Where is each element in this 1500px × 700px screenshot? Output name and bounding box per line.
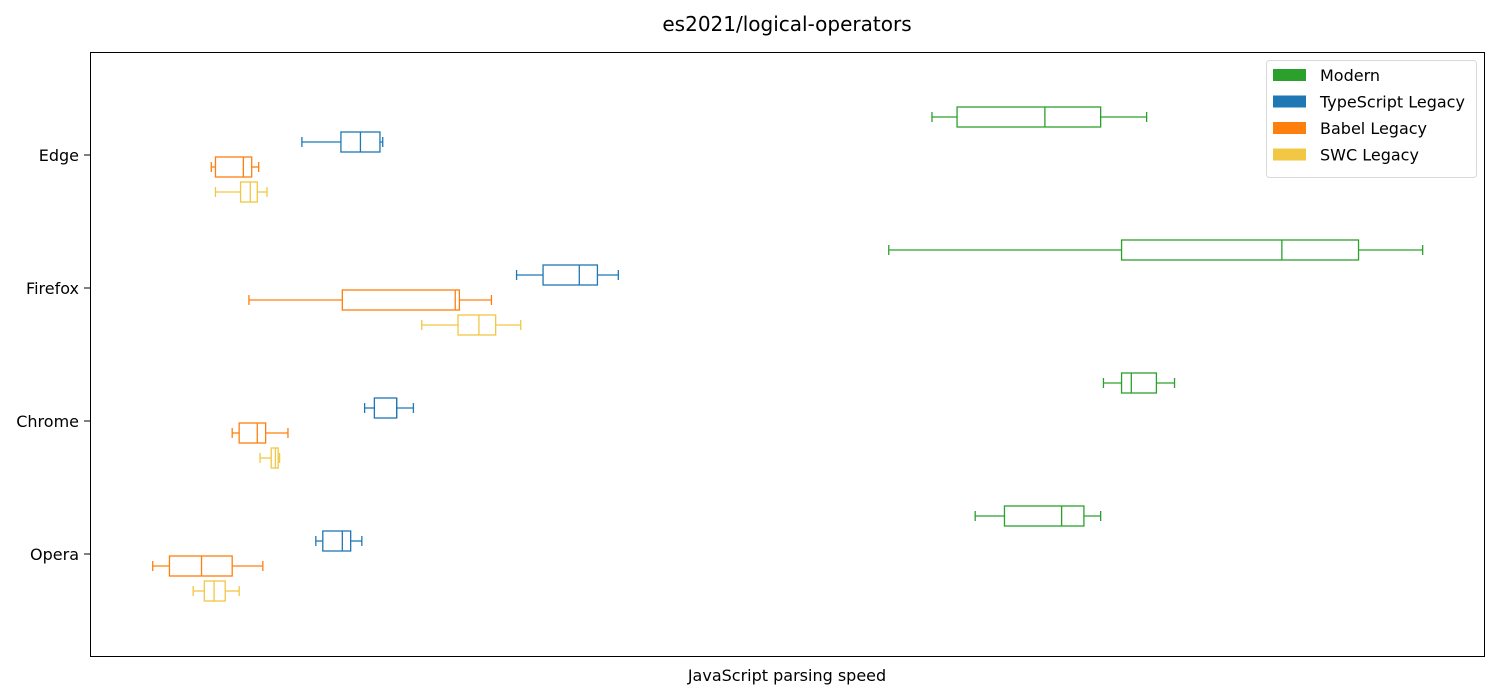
- legend: Modern TypeScript Legacy Babel Legacy SWC L…: [1266, 60, 1477, 178]
- legend-swatch: [1273, 122, 1306, 134]
- box-plot-item: [1102, 372, 1176, 394]
- legend-label: Babel Legacy: [1320, 119, 1427, 138]
- box-plot-item: [231, 422, 289, 444]
- box-plot-item: [248, 289, 493, 311]
- box-plot-item: [363, 397, 415, 419]
- box-plot-item: [515, 264, 619, 286]
- box-plot-item: [315, 530, 363, 552]
- box-iqr: [956, 106, 1102, 128]
- x-axis-label: JavaScript parsing speed: [687, 666, 886, 685]
- box-plot-item: [421, 314, 522, 336]
- box-iqr: [542, 264, 599, 286]
- box-plot-item: [214, 181, 268, 203]
- box-iqr: [1003, 505, 1085, 527]
- series-typescript-legacy: [301, 131, 619, 552]
- y-tick-label: Firefox: [26, 279, 79, 298]
- box-iqr: [203, 580, 226, 602]
- box-iqr: [1120, 372, 1158, 394]
- legend-label: TypeScript Legacy: [1319, 93, 1465, 112]
- chart-title: es2021/logical-operators: [662, 12, 911, 36]
- box-plot-item: [301, 131, 384, 153]
- box-iqr: [270, 447, 279, 469]
- legend-label: SWC Legacy: [1320, 146, 1419, 165]
- box-plot-item: [888, 239, 1424, 261]
- box-plot-item: [931, 106, 1148, 128]
- box-plot-item: [974, 505, 1102, 527]
- y-axis: Edge Firefox Chrome Opera: [16, 146, 90, 564]
- y-tick-label: Chrome: [16, 412, 79, 431]
- box-iqr: [322, 530, 352, 552]
- legend-swatch: [1273, 148, 1306, 161]
- box-plot-item: [192, 580, 240, 602]
- series-babel-legacy: [152, 156, 493, 577]
- box-iqr: [373, 397, 398, 419]
- box-iqr: [1120, 239, 1360, 261]
- box-iqr: [457, 314, 497, 336]
- box-iqr: [168, 555, 233, 577]
- legend-label: Modern: [1320, 66, 1380, 85]
- y-tick-label: Edge: [39, 146, 79, 165]
- box-plot-item: [152, 555, 264, 577]
- legend-swatch: [1273, 95, 1306, 108]
- box-iqr: [214, 156, 253, 178]
- series-swc-legacy: [192, 181, 522, 602]
- box-iqr: [239, 181, 258, 203]
- box-plot-item: [259, 447, 281, 469]
- box-series-group: [152, 106, 1424, 602]
- y-tick-label: Opera: [30, 545, 79, 564]
- legend-swatch: [1273, 69, 1306, 81]
- series-modern: [888, 106, 1424, 527]
- box-iqr: [341, 289, 461, 311]
- legend-frame: [1266, 60, 1477, 178]
- plot-area-frame: [90, 52, 1485, 657]
- box-iqr: [238, 422, 267, 444]
- box-plot-item: [210, 156, 260, 178]
